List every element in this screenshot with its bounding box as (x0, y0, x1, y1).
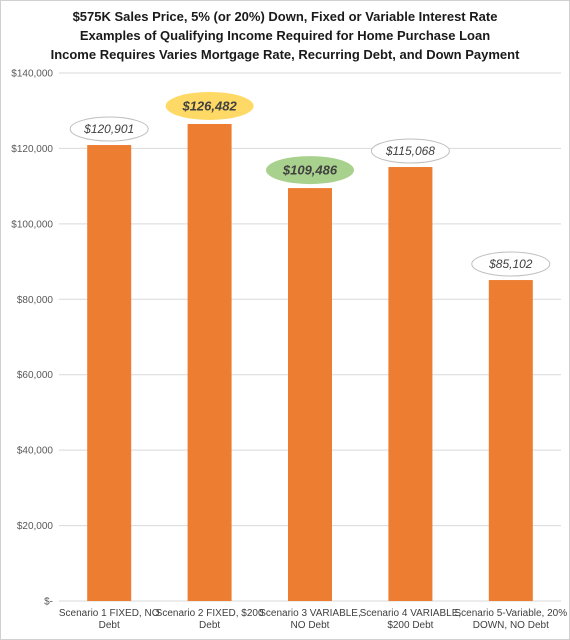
data-label: $109,486 (282, 163, 338, 178)
bar (187, 123, 232, 601)
data-label-callout (266, 156, 354, 185)
chart-title-line-3: Income Requires Varies Mortgage Rate, Re… (50, 47, 520, 62)
chart-title-line-2: Examples of Qualifying Income Required f… (79, 28, 491, 43)
bar (87, 145, 132, 601)
data-label: $85,102 (488, 257, 533, 271)
data-label: $120,901 (83, 122, 134, 136)
bar (388, 167, 433, 602)
bar (488, 280, 533, 601)
y-tick-label: $20,000 (17, 521, 54, 532)
y-tick-label: $120,000 (11, 144, 53, 155)
category-label: Scenario 4 VARIABLE, $200 Debt (360, 608, 462, 631)
chart-title: $575K Sales Price, 5% (or 20%) Down, Fix… (1, 7, 569, 64)
data-label: $115,068 (385, 144, 435, 158)
bar (288, 188, 332, 602)
data-label: $126,482 (181, 98, 237, 113)
data-label-callout (69, 116, 149, 142)
y-axis-tick-labels: $- $20,000 $40,000 $60,000 $80,000 $100,000 $1… (11, 69, 53, 608)
category-label: Scenario 5-Variable, 20% DOWN, NO Debt (454, 608, 567, 631)
data-labels: $120,901 $126,482 $109,486 $115,068 $85,102 (69, 91, 551, 277)
y-tick-label: $100,000 (11, 219, 53, 230)
y-tick-label: $- (44, 597, 53, 608)
data-label-callout (471, 251, 551, 277)
chart-title-line-1: $575K Sales Price, 5% (or 20%) Down, Fix… (72, 9, 498, 24)
category-label: Scenario 2 FIXED, $200 Debt (156, 608, 264, 631)
y-tick-label: $60,000 (17, 370, 54, 381)
category-label: Scenario 3 VARIABLE, NO Debt (259, 608, 361, 631)
category-label: Scenario 1 FIXED, NO Debt (59, 608, 160, 631)
data-label-callout (165, 91, 254, 120)
y-tick-label: $140,000 (11, 69, 53, 80)
y-tick-label: $40,000 (17, 446, 54, 457)
data-label-callout (370, 138, 450, 164)
y-tick-label: $80,000 (17, 295, 54, 306)
bars (87, 123, 533, 602)
